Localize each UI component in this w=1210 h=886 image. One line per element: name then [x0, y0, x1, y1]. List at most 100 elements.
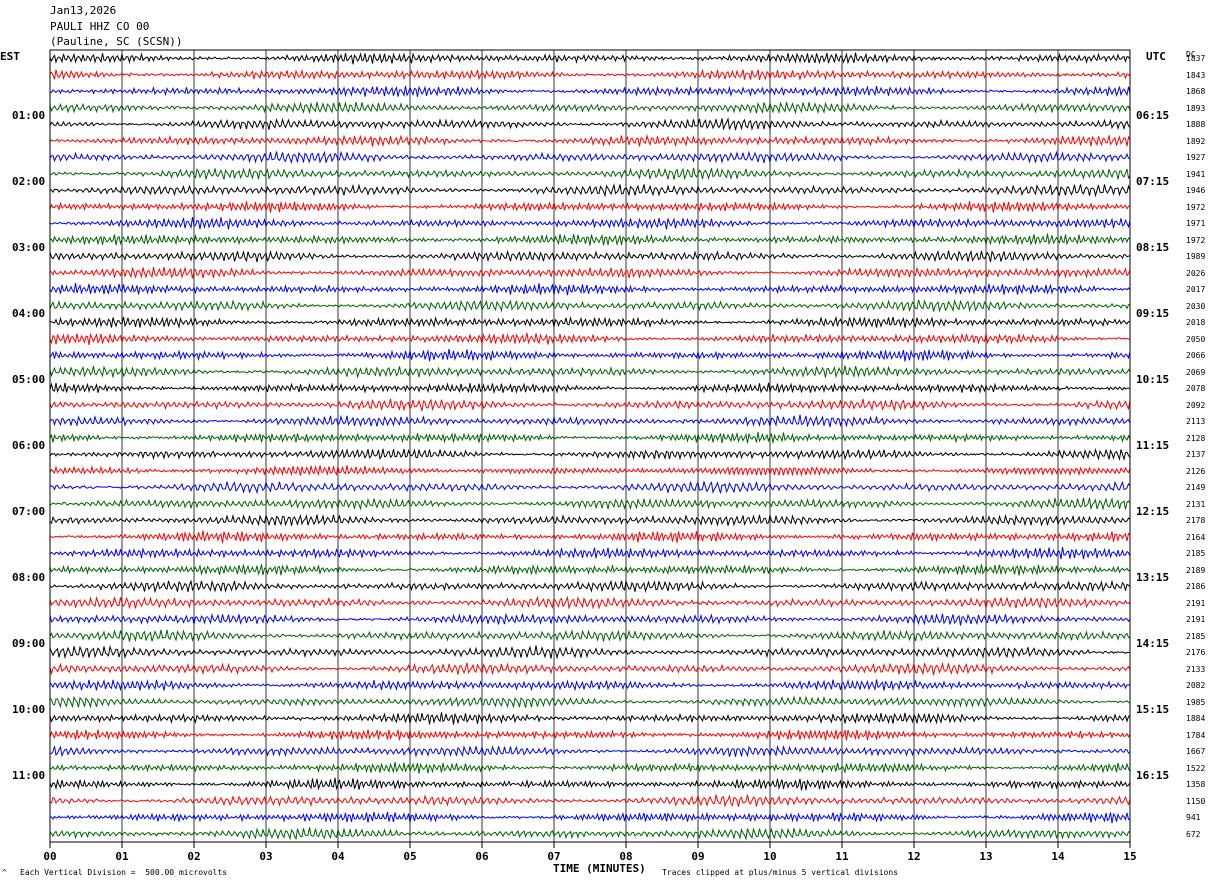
hour-label-utc: 07:15	[1136, 175, 1170, 188]
dc-offset-value: 2149	[1186, 483, 1206, 493]
footer-mark: ^	[2, 868, 7, 877]
seismic-trace	[49, 85, 1131, 98]
seismic-trace	[49, 101, 1131, 115]
hour-label-est: 10:00	[12, 703, 46, 716]
dc-offset-value: 2137	[1186, 450, 1206, 460]
dc-offset-value: 1941	[1186, 169, 1206, 179]
x-tick-label: 02	[187, 850, 200, 863]
plot-frame	[49, 49, 1131, 843]
seismic-trace	[49, 629, 1131, 643]
dc-offset-value: 2178	[1186, 516, 1206, 526]
x-tick-label: 13	[979, 850, 992, 863]
x-tick-label: 07	[547, 850, 560, 863]
seismic-trace	[49, 464, 1131, 477]
hour-label-est: 04:00	[12, 307, 46, 320]
dc-offset-value: 1843	[1186, 70, 1206, 80]
dc-offset-value: 1784	[1186, 730, 1206, 740]
dc-offset-value: 1150	[1186, 796, 1206, 806]
seismic-trace	[49, 201, 1131, 213]
seismic-trace	[49, 332, 1131, 345]
hour-label-est: 08:00	[12, 571, 46, 584]
dc-offset-value: 1927	[1186, 153, 1206, 163]
seismic-trace	[49, 283, 1131, 296]
dc-offset-value: 2066	[1186, 351, 1206, 361]
plot-date: Jan13,2026	[50, 4, 117, 17]
seismic-trace	[49, 298, 1131, 313]
dc-offset-value: 2113	[1186, 417, 1206, 427]
dc-offset-value: 2164	[1186, 532, 1206, 542]
dc-offset-value: 1868	[1186, 87, 1206, 97]
seismic-trace	[49, 183, 1131, 198]
dc-offset-value: 1893	[1186, 103, 1206, 113]
hour-label-est: 11:00	[12, 769, 46, 782]
hour-label-utc: 16:15	[1136, 769, 1170, 782]
seismic-trace	[49, 315, 1131, 329]
hour-label-est: 01:00	[12, 109, 46, 122]
dc-offset-value: 2128	[1186, 433, 1206, 443]
seismic-trace	[49, 793, 1131, 808]
station-channel: PAULI HHZ CO 00	[50, 20, 150, 33]
seismic-trace	[49, 513, 1131, 527]
hour-label-est: 03:00	[12, 241, 46, 254]
dc-offset-value: 1884	[1186, 714, 1206, 724]
hour-label-est: 09:00	[12, 637, 46, 650]
x-tick-label: 05	[403, 850, 416, 863]
seismic-trace	[49, 678, 1131, 692]
seismic-trace	[49, 365, 1131, 379]
hour-label-utc: 10:15	[1136, 373, 1170, 386]
seismic-trace	[49, 712, 1131, 725]
left-timezone-label: EST	[0, 50, 20, 63]
x-tick-label: 03	[259, 850, 272, 863]
dc-offset-value: 2186	[1186, 582, 1206, 592]
seismic-trace	[49, 644, 1131, 660]
seismic-trace	[49, 216, 1131, 230]
seismic-trace	[49, 249, 1131, 263]
seismic-traces	[49, 52, 1131, 841]
plot-grid	[121, 50, 1059, 842]
dc-offset-value: 1971	[1186, 219, 1206, 229]
dc-offset-value: 1972	[1186, 235, 1206, 245]
hour-label-est: 07:00	[12, 505, 46, 518]
seismic-trace	[49, 595, 1131, 610]
dc-offset-value: 1946	[1186, 186, 1206, 196]
dc-offset-value: 2018	[1186, 318, 1206, 328]
seismic-trace	[49, 497, 1131, 511]
seismic-trace	[49, 431, 1131, 444]
seismic-trace	[49, 167, 1131, 181]
hour-label-est: 06:00	[12, 439, 46, 452]
seismic-trace	[49, 827, 1131, 841]
seismic-trace	[49, 661, 1131, 676]
dc-offset-value: 2092	[1186, 400, 1206, 410]
right-timezone-label: UTC	[1146, 50, 1166, 63]
hour-label-utc: 12:15	[1136, 505, 1170, 518]
seismic-trace	[49, 744, 1131, 758]
x-tick-label: 00	[43, 850, 56, 863]
seismic-trace	[49, 728, 1131, 741]
hour-label-utc: 09:15	[1136, 307, 1170, 320]
clipping-note: Traces clipped at plus/minus 5 vertical …	[662, 868, 899, 877]
x-tick-label: 15	[1123, 850, 1136, 863]
dc-offset-value: 1837	[1186, 54, 1206, 64]
dc-offset-value: 2078	[1186, 384, 1206, 394]
seismic-trace	[49, 68, 1131, 82]
x-tick-label: 01	[115, 850, 129, 863]
hour-label-utc: 15:15	[1136, 703, 1170, 716]
seismic-trace	[49, 52, 1131, 65]
x-tick-label: 06	[475, 850, 489, 863]
seismic-trace	[49, 563, 1131, 576]
dc-offset-value: 2030	[1186, 301, 1206, 311]
dc-offset-value: 2050	[1186, 334, 1206, 344]
seismic-trace	[49, 266, 1131, 279]
hour-label-est: 05:00	[12, 373, 46, 386]
seismic-trace	[49, 117, 1131, 131]
dc-offset-value: 1972	[1186, 202, 1206, 212]
dc-offset-value: 2069	[1186, 367, 1206, 377]
dc-offset-value: 1667	[1186, 747, 1206, 757]
dc-label: DC	[1186, 50, 1196, 59]
seismic-trace	[49, 233, 1131, 247]
hour-label-utc: 11:15	[1136, 439, 1170, 452]
seismic-trace	[49, 579, 1131, 594]
seismic-trace	[49, 150, 1131, 165]
x-tick-label: 14	[1051, 850, 1065, 863]
x-axis-ticks: 00 01 02 03 04 05 06 07 08 09 10 11 12 13 14 15	[43, 842, 1137, 863]
